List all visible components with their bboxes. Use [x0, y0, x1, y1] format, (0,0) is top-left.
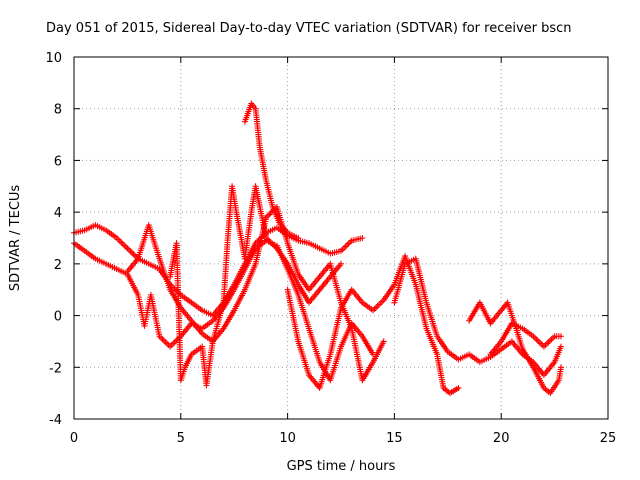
marker-trail — [242, 102, 300, 240]
plot-frame — [73, 56, 609, 420]
y-tick-label: 8 — [54, 103, 62, 118]
marker-trail — [285, 255, 460, 396]
axis-ticks: 0 5 10 15 20 25 -4 -2 0 2 4 6 8 10 — [45, 51, 616, 446]
data-point — [167, 343, 174, 350]
marker-trail — [125, 205, 386, 382]
chart-title: Day 051 of 2015, Sidereal Day-to-day VTE… — [46, 21, 572, 36]
x-tick-label: 20 — [493, 431, 510, 446]
marker-trail — [167, 185, 343, 387]
series-sat-a — [71, 222, 366, 319]
marker-trail — [467, 301, 564, 395]
y-tick-label: 10 — [45, 51, 62, 66]
y-tick-label: 2 — [54, 258, 62, 273]
series-sat-e — [241, 100, 302, 241]
series-sat-g — [391, 255, 565, 379]
y-tick-label: -2 — [49, 361, 62, 376]
series-sat-f — [284, 253, 462, 397]
x-tick-label: 15 — [386, 431, 403, 446]
y-tick-label: 6 — [54, 154, 62, 169]
y-tick-label: 0 — [54, 310, 62, 325]
y-axis-label: SDTVAR / TECUs — [8, 185, 23, 292]
x-tick-label: 10 — [279, 431, 296, 446]
series-sat-b — [71, 237, 377, 384]
data-point — [124, 245, 131, 252]
y-tick-label: -4 — [49, 413, 62, 428]
series-sat-h — [466, 299, 565, 397]
x-tick-label: 0 — [70, 431, 78, 446]
x-tick-label: 5 — [177, 431, 185, 446]
y-tick-label: 4 — [54, 206, 62, 221]
series-sat-c — [124, 203, 387, 384]
data-point — [540, 343, 547, 350]
plot-area — [71, 100, 565, 397]
x-axis-label: GPS time / hours — [287, 459, 396, 474]
series-sat-d — [167, 183, 344, 389]
series-sat-i — [487, 320, 565, 358]
x-tick-label: 25 — [600, 431, 617, 446]
marker-trail — [488, 321, 562, 356]
marker-trail — [392, 256, 564, 377]
